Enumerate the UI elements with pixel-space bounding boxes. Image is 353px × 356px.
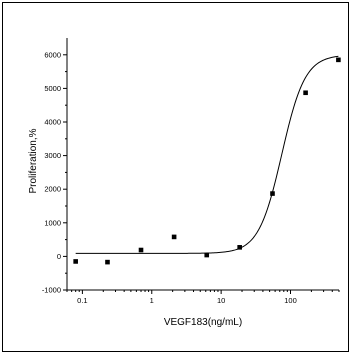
data-point <box>336 57 341 63</box>
axes: -1000 0 1000 2000 3000 4000 5000 6000 0.1 1 10 100 <box>42 38 340 305</box>
y-tick-label: 5000 <box>44 84 61 93</box>
fit-curve <box>75 55 339 254</box>
x-tick-label: 10 <box>217 296 225 305</box>
data-point <box>303 90 308 96</box>
data-point <box>138 247 144 253</box>
x-axis-title: VEGF183(ng/mL) <box>164 317 242 328</box>
y-tick-label: 0 <box>57 252 61 261</box>
chart-frame <box>2 2 349 352</box>
data-point <box>171 234 177 240</box>
y-axis-title: Proliferation,% <box>28 128 39 193</box>
x-tick-label: 1 <box>150 296 154 305</box>
y-tick-label: 4000 <box>44 118 61 127</box>
y-tick-label: 3000 <box>44 151 61 160</box>
y-tick-label: 2000 <box>44 185 61 194</box>
data-point <box>204 252 210 258</box>
y-tick-label: 6000 <box>44 50 61 59</box>
data-point <box>73 259 78 264</box>
data-point <box>105 259 110 265</box>
x-tick-label: 0.1 <box>77 296 87 305</box>
data-points-layer <box>73 57 341 265</box>
y-tick-label: -1000 <box>42 286 61 295</box>
fit-curve-layer <box>75 55 339 254</box>
y-tick-label: 1000 <box>44 218 61 227</box>
x-tick-label: 100 <box>284 296 297 305</box>
data-point <box>237 245 242 250</box>
data-point <box>270 191 275 196</box>
